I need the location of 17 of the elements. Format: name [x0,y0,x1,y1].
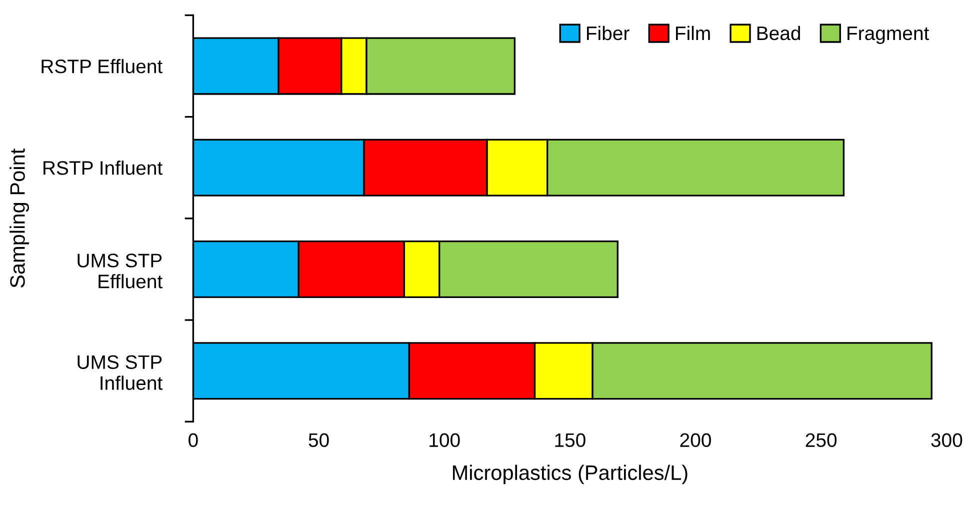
x-tick-label: 150 [555,433,586,448]
y-tick-label: UMS STP Effluent [78,254,163,288]
y-tick-label: RSTP Effluent [42,58,163,74]
y-axis-title: Sampling Point [10,148,30,288]
x-tick-label: 300 [931,433,962,448]
x-axis-title: Microplastics (Particles/L) [452,464,688,484]
legend-label: Bead [757,26,800,40]
x-tick-label: 250 [806,433,837,448]
x-tick-label: 50 [308,433,329,448]
x-tick-label: 0 [188,433,198,448]
legend-label: Film [676,26,710,40]
y-tick-label: RSTP Influent [44,160,163,175]
legend-label: Fiber [586,26,630,40]
x-tick-label: 100 [430,433,460,448]
y-tick-label: UMS STP Influent [78,355,163,390]
x-tick-label: 200 [680,433,711,448]
legend-label: Fragment [848,26,930,44]
